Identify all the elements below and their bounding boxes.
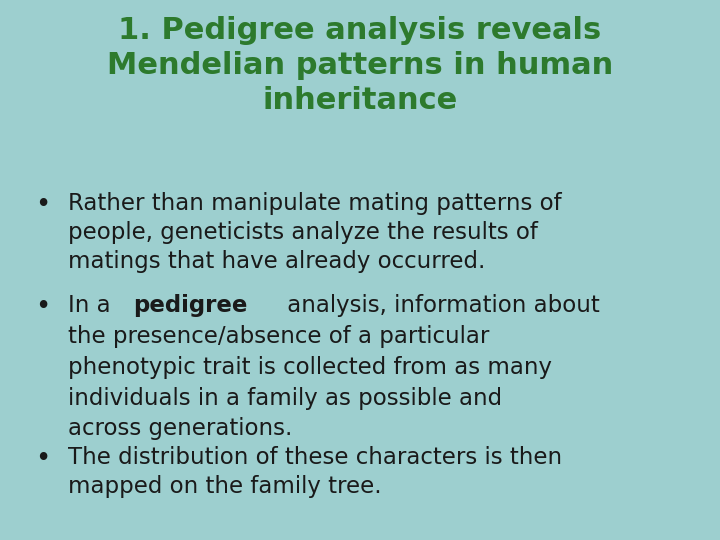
Text: phenotypic trait is collected from as many: phenotypic trait is collected from as ma… [68,356,552,379]
Text: 1. Pedigree analysis reveals
Mendelian patterns in human
inheritance: 1. Pedigree analysis reveals Mendelian p… [107,16,613,114]
Text: •: • [35,294,51,320]
Text: pedigree: pedigree [132,294,247,318]
Text: In a: In a [68,294,118,318]
Text: individuals in a family as possible and: individuals in a family as possible and [68,387,503,410]
Text: analysis, information about: analysis, information about [280,294,600,318]
Text: across generations.: across generations. [68,417,293,441]
Text: The distribution of these characters is then
mapped on the family tree.: The distribution of these characters is … [68,446,562,498]
Text: •: • [35,446,51,471]
Text: •: • [35,192,51,218]
Text: Rather than manipulate mating patterns of
people, geneticists analyze the result: Rather than manipulate mating patterns o… [68,192,562,273]
Text: the presence/absence of a particular: the presence/absence of a particular [68,325,490,348]
